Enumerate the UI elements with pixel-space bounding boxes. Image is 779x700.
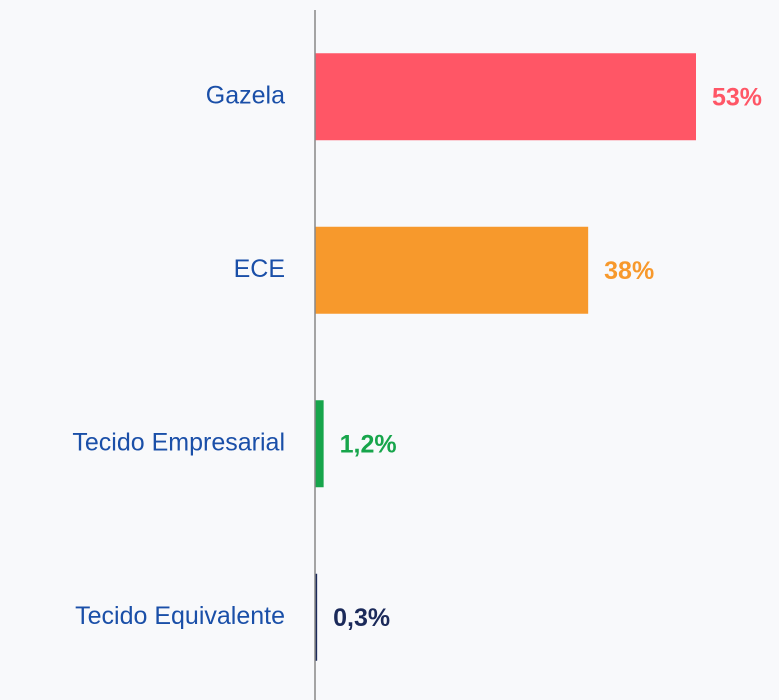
bar — [315, 53, 696, 141]
value-label: 1,2% — [340, 430, 397, 458]
bar — [315, 400, 324, 488]
category-label: Tecido Empresarial — [72, 428, 285, 456]
category-label: Gazela — [206, 81, 285, 109]
bar — [315, 226, 589, 314]
bar — [315, 573, 318, 661]
value-label: 38% — [604, 257, 654, 285]
value-label: 53% — [712, 83, 762, 111]
category-label: ECE — [234, 255, 285, 283]
value-label: 0,3% — [333, 604, 390, 632]
category-label: Tecido Equivalente — [75, 602, 285, 630]
